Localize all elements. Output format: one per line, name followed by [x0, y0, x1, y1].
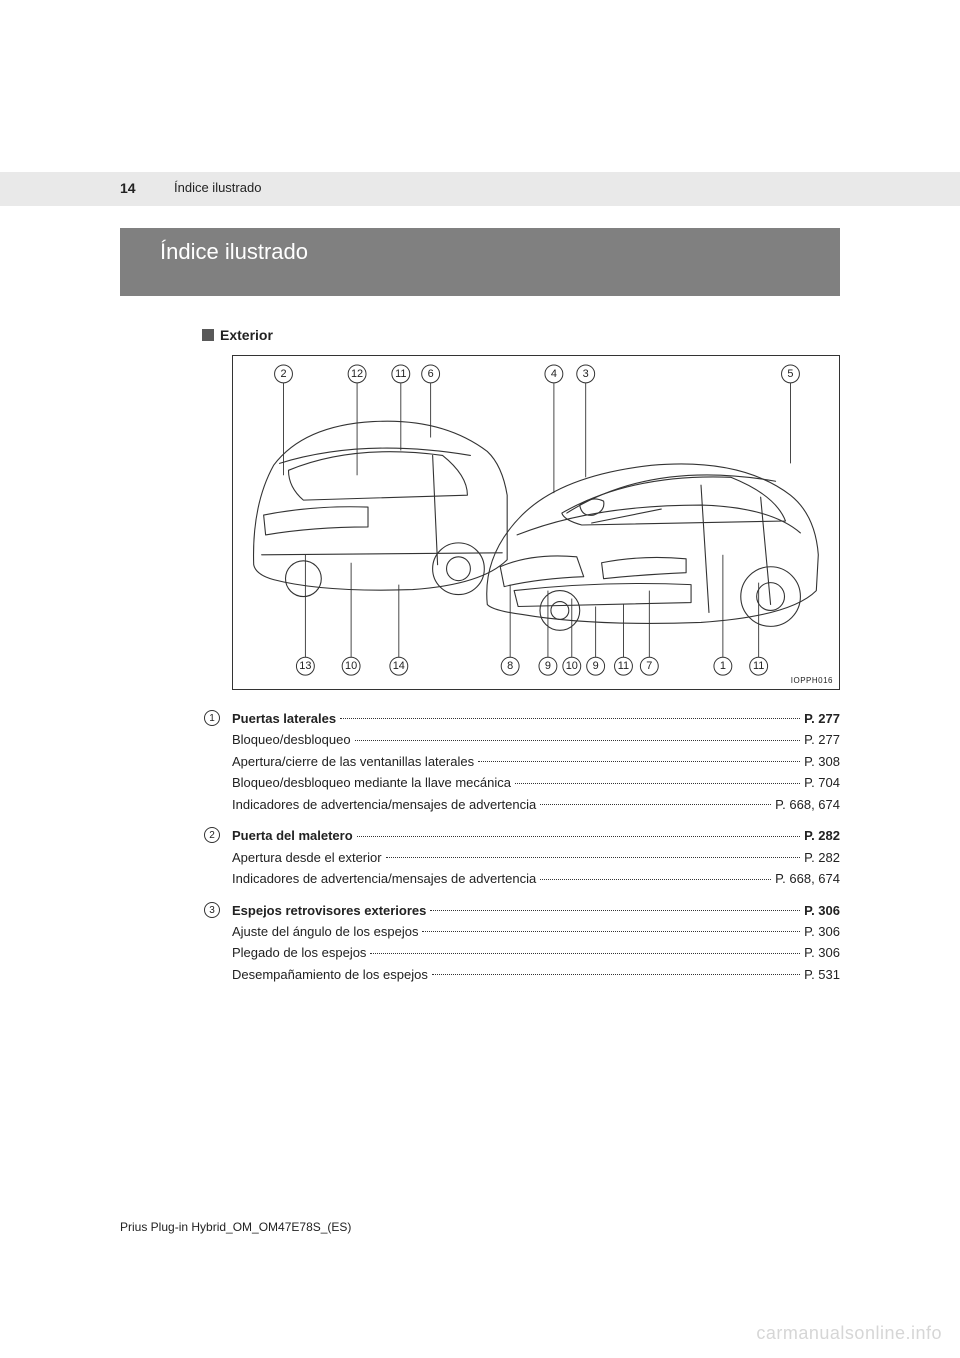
row-page: P. 306 — [804, 900, 840, 921]
callout-number: 5 — [787, 368, 793, 380]
row-page: P. 306 — [804, 921, 840, 942]
car-rear-icon — [254, 421, 508, 596]
row-label: Puertas laterales — [232, 708, 336, 729]
leader-dots — [370, 937, 800, 953]
item-number: 3 — [204, 902, 220, 918]
row-page: P. 308 — [804, 751, 840, 772]
row-page: P. 282 — [804, 847, 840, 868]
figure-code: IOPPH016 — [791, 676, 833, 685]
callout-number: 11 — [753, 660, 764, 672]
watermark: carmanualsonline.info — [756, 1323, 942, 1344]
callout-number: 9 — [545, 660, 551, 672]
subheading: Exterior — [202, 327, 273, 343]
row-page: P. 704 — [804, 772, 840, 793]
callout-number: 6 — [428, 368, 434, 380]
row-label: Bloqueo/desbloqueo mediante la llave mec… — [232, 772, 511, 793]
leader-dots — [430, 895, 800, 911]
index-item: 2 Puerta del maletero P. 282 Apertura desde… — [204, 825, 840, 889]
item-line-row: Indicadores de advertencia/mensajes de a… — [232, 794, 840, 815]
callout-number: 1 — [720, 660, 726, 672]
leader-dots — [478, 746, 800, 762]
row-page: P. 668, 674 — [775, 794, 840, 815]
row-label: Indicadores de advertencia/mensajes de a… — [232, 794, 536, 815]
row-label: Desempañamiento de los espejos — [232, 964, 428, 985]
callout-number: 2 — [280, 368, 286, 380]
callout-number: 13 — [299, 660, 311, 672]
callout-number: 11 — [618, 660, 629, 672]
item-line-row: Indicadores de advertencia/mensajes de a… — [232, 868, 840, 889]
leader-dots — [515, 767, 800, 783]
callout-number: 11 — [395, 368, 406, 380]
row-label: Apertura desde el exterior — [232, 847, 382, 868]
leader-dots — [540, 789, 771, 805]
leader-dots — [357, 820, 800, 836]
row-page: P. 282 — [804, 825, 840, 846]
leader-dots — [355, 724, 801, 740]
row-label: Plegado de los espejos — [232, 942, 366, 963]
row-label: Bloqueo/desbloqueo — [232, 729, 351, 750]
callout-number: 9 — [593, 660, 599, 672]
item-line-row: Desempañamiento de los espejos P. 531 — [232, 964, 840, 985]
header-page-number: 14 — [120, 180, 136, 196]
leader-dots — [432, 959, 800, 975]
row-label: Espejos retrovisores exteriores — [232, 900, 426, 921]
header-section-label: Índice ilustrado — [174, 180, 261, 195]
item-number: 1 — [204, 710, 220, 726]
callout-number: 8 — [507, 660, 513, 672]
callout-number: 3 — [583, 368, 589, 380]
leader-dots — [386, 842, 800, 858]
square-bullet-icon — [202, 329, 214, 341]
row-label: Apertura/cierre de las ventanillas later… — [232, 751, 474, 772]
callout-layer: 21211643513101489109117111 — [275, 365, 800, 675]
callout-number: 7 — [646, 660, 652, 672]
index-item: 3Espejos retrovisores exterioresP. 306Aj… — [204, 900, 840, 986]
row-page: P. 531 — [804, 964, 840, 985]
row-page: P. 668, 674 — [775, 868, 840, 889]
callout-number: 4 — [551, 368, 557, 380]
diagram-svg: 21211643513101489109117111 — [233, 356, 839, 689]
callout-number: 10 — [345, 660, 357, 672]
page-title: Índice ilustrado — [120, 228, 840, 296]
index-item: 1 Puertas laterales P. 277 Bloqueo/desbloqu… — [204, 708, 840, 815]
leader-dots — [340, 703, 800, 719]
index-items: 1 Puertas laterales P. 277 Bloqueo/desbloqu… — [204, 708, 840, 995]
row-label: Puerta del maletero — [232, 825, 353, 846]
exterior-diagram: 21211643513101489109117111 IOPPH016 — [232, 355, 840, 690]
row-page: P. 277 — [804, 708, 840, 729]
callout-number: 12 — [351, 368, 363, 380]
leader-dots — [422, 916, 800, 932]
item-number: 2 — [204, 827, 220, 843]
callout-number: 14 — [393, 660, 405, 672]
car-front-icon — [487, 464, 819, 630]
header-bar — [0, 172, 960, 206]
subheading-text: Exterior — [220, 327, 273, 343]
row-page: P. 306 — [804, 942, 840, 963]
row-label: Indicadores de advertencia/mensajes de a… — [232, 868, 536, 889]
leader-dots — [540, 863, 771, 879]
footer-text: Prius Plug-in Hybrid_OM_OM47E78S_(ES) — [120, 1220, 351, 1234]
row-page: P. 277 — [804, 729, 840, 750]
callout-number: 10 — [566, 660, 578, 672]
